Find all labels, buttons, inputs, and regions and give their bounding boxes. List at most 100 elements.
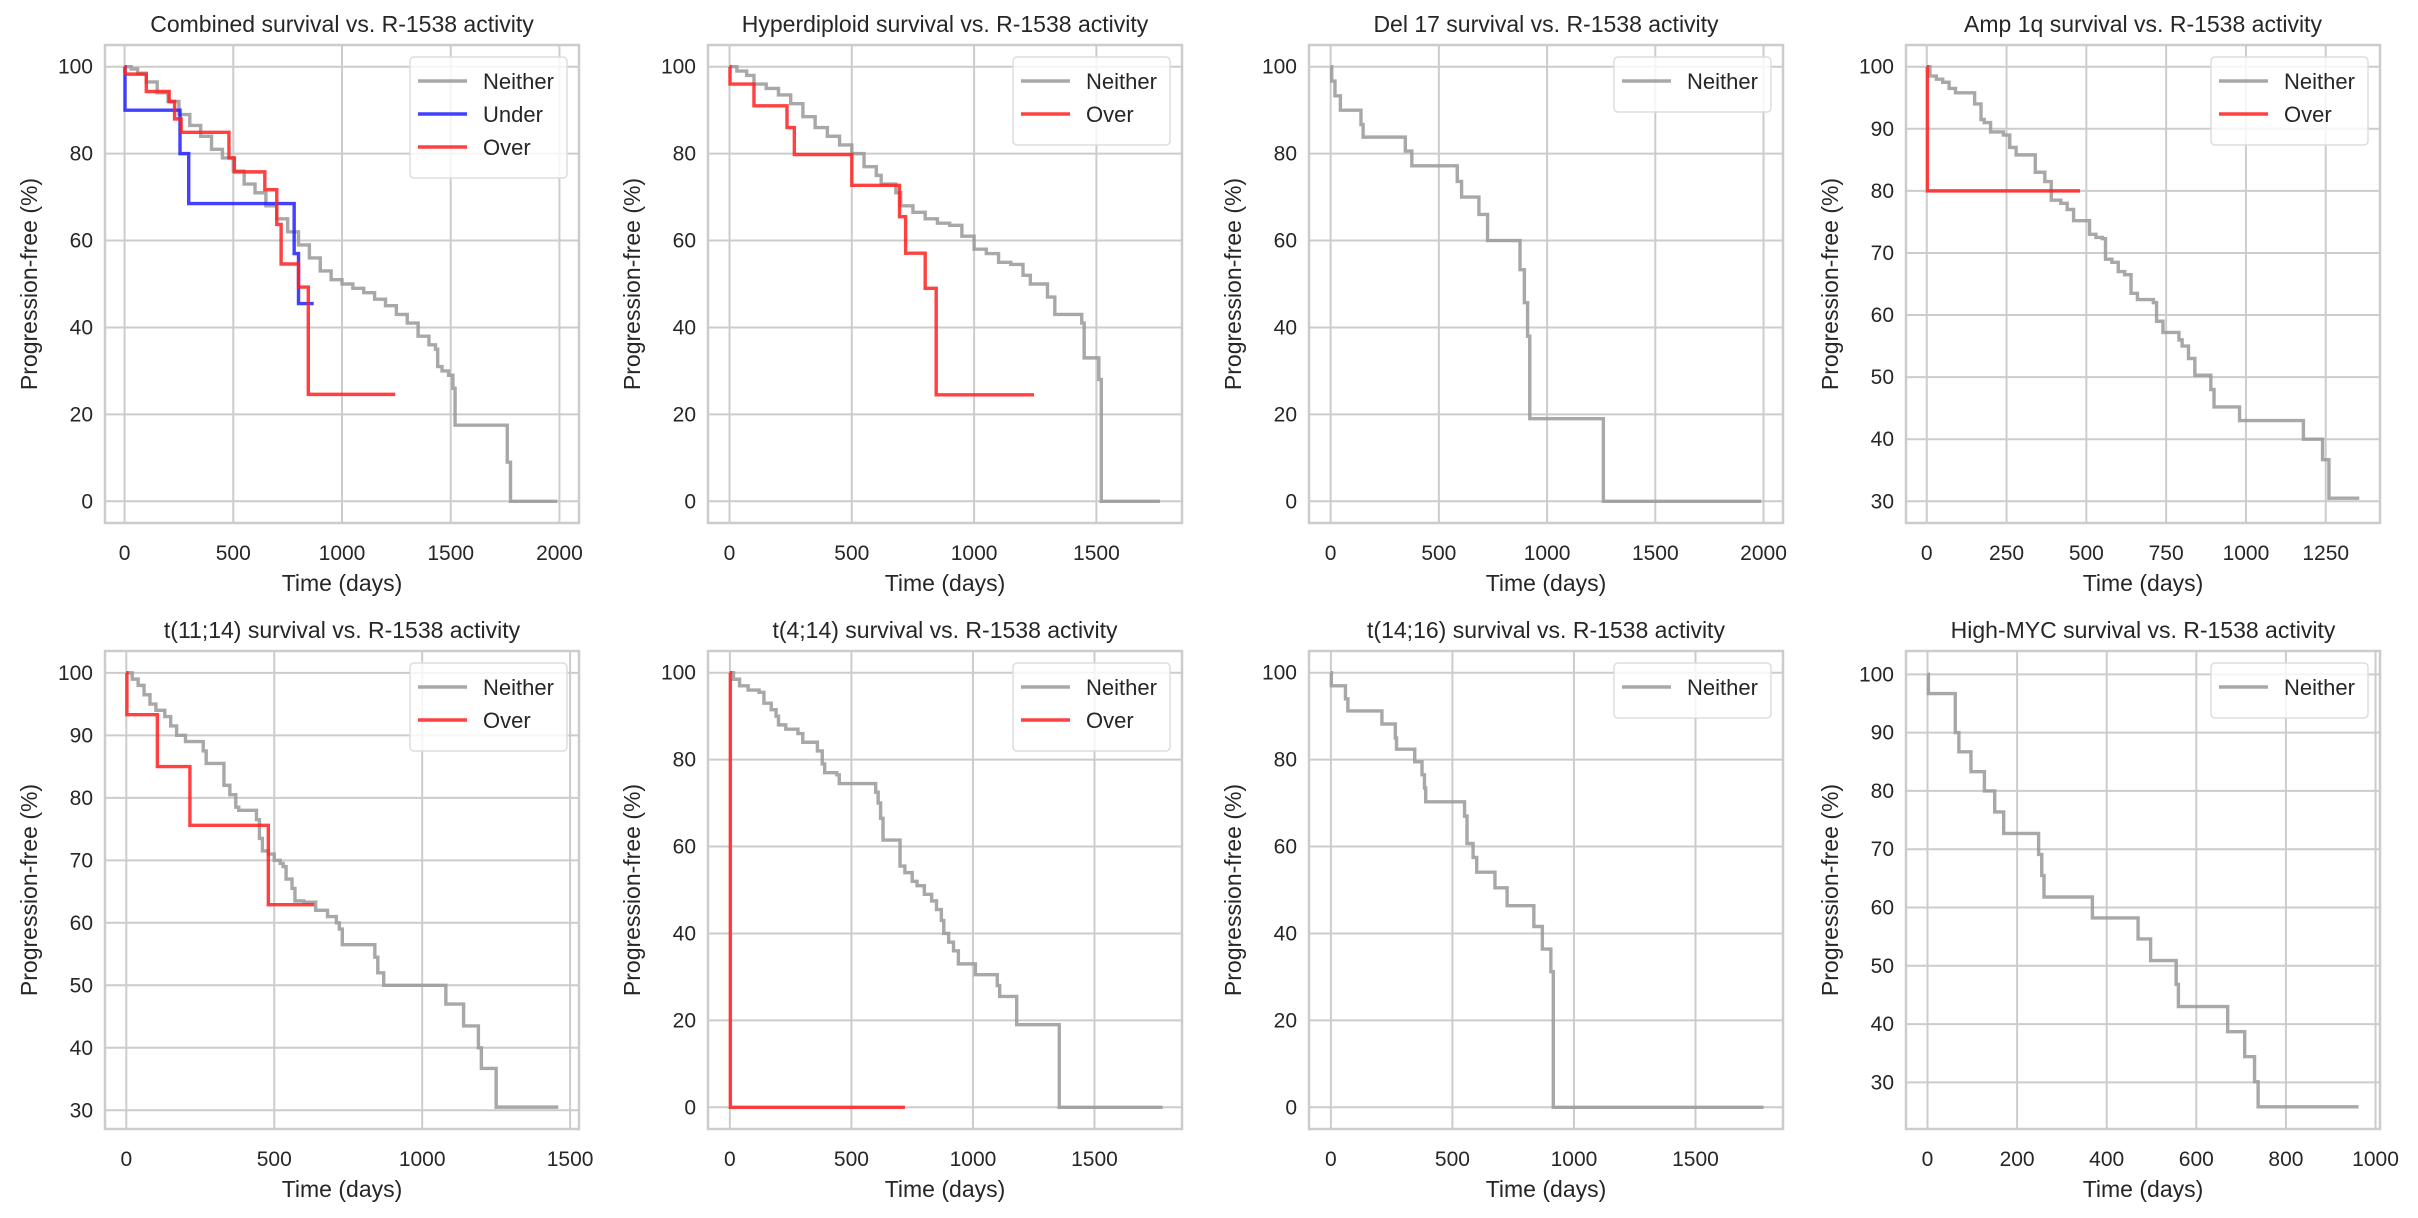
x-tick-label: 0 — [120, 1148, 132, 1171]
y-tick-label: 70 — [1871, 838, 1894, 861]
series-line-neither — [1329, 671, 1764, 1109]
y-tick-label: 40 — [1871, 1013, 1894, 1036]
x-tick-label: 0 — [119, 542, 131, 565]
y-axis-label: Progression-free (%) — [1817, 178, 1843, 390]
panel-6: 0 500 1000 1500 0 20 40 60 80 100 t(4;14) survival… — [619, 617, 1184, 1202]
x-tick-label: 2000 — [1740, 542, 1787, 565]
y-tick-label: 100 — [661, 56, 696, 79]
y-tick-label: 30 — [70, 1099, 93, 1122]
series-line-over — [728, 671, 905, 1109]
legend-box — [1012, 662, 1171, 752]
series-line-over — [123, 65, 396, 397]
y-tick-label: 20 — [1274, 403, 1297, 426]
y-tick-label: 100 — [1262, 662, 1297, 685]
y-tick-label: 60 — [1274, 836, 1297, 859]
y-tick-label: 60 — [1871, 896, 1894, 919]
x-tick-label: 0 — [1325, 542, 1337, 565]
y-tick-label: 80 — [673, 143, 696, 166]
x-tick-label: 1000 — [399, 1148, 446, 1171]
legend: Neither Over — [2210, 56, 2369, 146]
y-tick-label: 50 — [70, 974, 93, 997]
legend-label-under: Under — [483, 102, 543, 127]
y-tick-label: 100 — [58, 662, 93, 685]
y-tick-label: 50 — [1871, 955, 1894, 978]
x-tick-label: 1000 — [319, 542, 366, 565]
y-tick-label: 70 — [1871, 242, 1894, 265]
chart-title: t(4;14) survival vs. R-1538 activity — [772, 617, 1118, 643]
x-axis-label: Time (days) — [282, 570, 403, 596]
x-tick-label: 1500 — [1632, 542, 1679, 565]
x-tick-label: 2000 — [536, 542, 583, 565]
series-line-neither — [729, 671, 1163, 1109]
legend-label-neither: Neither — [1687, 675, 1758, 700]
y-tick-label: 50 — [1871, 366, 1894, 389]
y-tick-label: 100 — [1859, 663, 1894, 686]
x-axis-label: Time (days) — [282, 1176, 403, 1202]
x-tick-label: 750 — [2149, 542, 2184, 565]
legend: Neither Over — [1012, 662, 1171, 752]
x-tick-label: 500 — [2069, 542, 2104, 565]
y-tick-label: 0 — [684, 490, 696, 513]
x-tick-label: 500 — [216, 542, 251, 565]
series-line-neither — [1926, 65, 2360, 500]
y-axis-label: Progression-free (%) — [619, 178, 645, 390]
x-tick-label: 0 — [724, 1148, 736, 1171]
x-tick-label: 1000 — [1524, 542, 1571, 565]
legend-label-neither: Neither — [1086, 69, 1157, 94]
series-line-neither — [126, 671, 559, 1109]
y-tick-label: 20 — [70, 403, 93, 426]
y-tick-label: 90 — [1871, 722, 1894, 745]
y-tick-label: 40 — [1274, 316, 1297, 339]
legend-box — [409, 662, 568, 752]
y-tick-label: 80 — [1871, 180, 1894, 203]
x-tick-label: 0 — [1325, 1148, 1337, 1171]
x-tick-label: 500 — [1421, 542, 1456, 565]
legend-label-neither: Neither — [483, 675, 554, 700]
x-tick-label: 400 — [2089, 1148, 2124, 1171]
y-tick-label: 0 — [1285, 490, 1297, 513]
y-tick-label: 80 — [673, 749, 696, 772]
y-tick-label: 80 — [1871, 780, 1894, 803]
x-tick-label: 800 — [2268, 1148, 2303, 1171]
y-tick-label: 40 — [673, 922, 696, 945]
y-tick-label: 100 — [661, 662, 696, 685]
y-tick-label: 90 — [70, 724, 93, 747]
y-axis-label: Progression-free (%) — [1817, 784, 1843, 996]
y-tick-label: 0 — [81, 490, 93, 513]
y-axis-label: Progression-free (%) — [1220, 178, 1246, 390]
axes-frame — [1307, 649, 1785, 1131]
y-tick-label: 60 — [70, 230, 93, 253]
y-axis-label: Progression-free (%) — [16, 784, 42, 996]
y-tick-label: 100 — [1859, 56, 1894, 79]
legend-box — [1613, 56, 1772, 113]
y-tick-label: 40 — [1274, 922, 1297, 945]
legend-label-neither: Neither — [483, 69, 554, 94]
x-tick-label: 500 — [257, 1148, 292, 1171]
x-axis-label: Time (days) — [885, 570, 1006, 596]
y-tick-label: 70 — [70, 849, 93, 872]
y-tick-label: 60 — [1274, 230, 1297, 253]
x-tick-label: 1500 — [1071, 1148, 1118, 1171]
series-line-over — [728, 65, 1035, 397]
y-axis-label: Progression-free (%) — [16, 178, 42, 390]
x-tick-label: 0 — [1921, 542, 1933, 565]
x-axis-label: Time (days) — [885, 1176, 1006, 1202]
legend-label-over: Over — [1086, 708, 1134, 733]
x-tick-label: 500 — [834, 1148, 869, 1171]
legend-label-neither: Neither — [2284, 69, 2355, 94]
panel-7: 0 500 1000 1500 0 20 40 60 80 100 t(14;16) surviva… — [1220, 617, 1785, 1202]
y-tick-label: 80 — [70, 787, 93, 810]
x-axis-label: Time (days) — [1486, 570, 1607, 596]
legend-label-neither: Neither — [1086, 675, 1157, 700]
legend-label-over: Over — [483, 708, 531, 733]
y-tick-label: 30 — [1871, 490, 1894, 513]
y-axis-label: Progression-free (%) — [619, 784, 645, 996]
y-tick-label: 80 — [70, 143, 93, 166]
series-line-under — [123, 65, 314, 306]
y-tick-label: 30 — [1871, 1071, 1894, 1094]
y-tick-label: 90 — [1871, 118, 1894, 141]
x-tick-label: 1500 — [547, 1148, 594, 1171]
x-tick-label: 1000 — [2352, 1148, 2399, 1171]
chart-title: Amp 1q survival vs. R-1538 activity — [1964, 11, 2322, 37]
x-tick-label: 0 — [1922, 1148, 1934, 1171]
